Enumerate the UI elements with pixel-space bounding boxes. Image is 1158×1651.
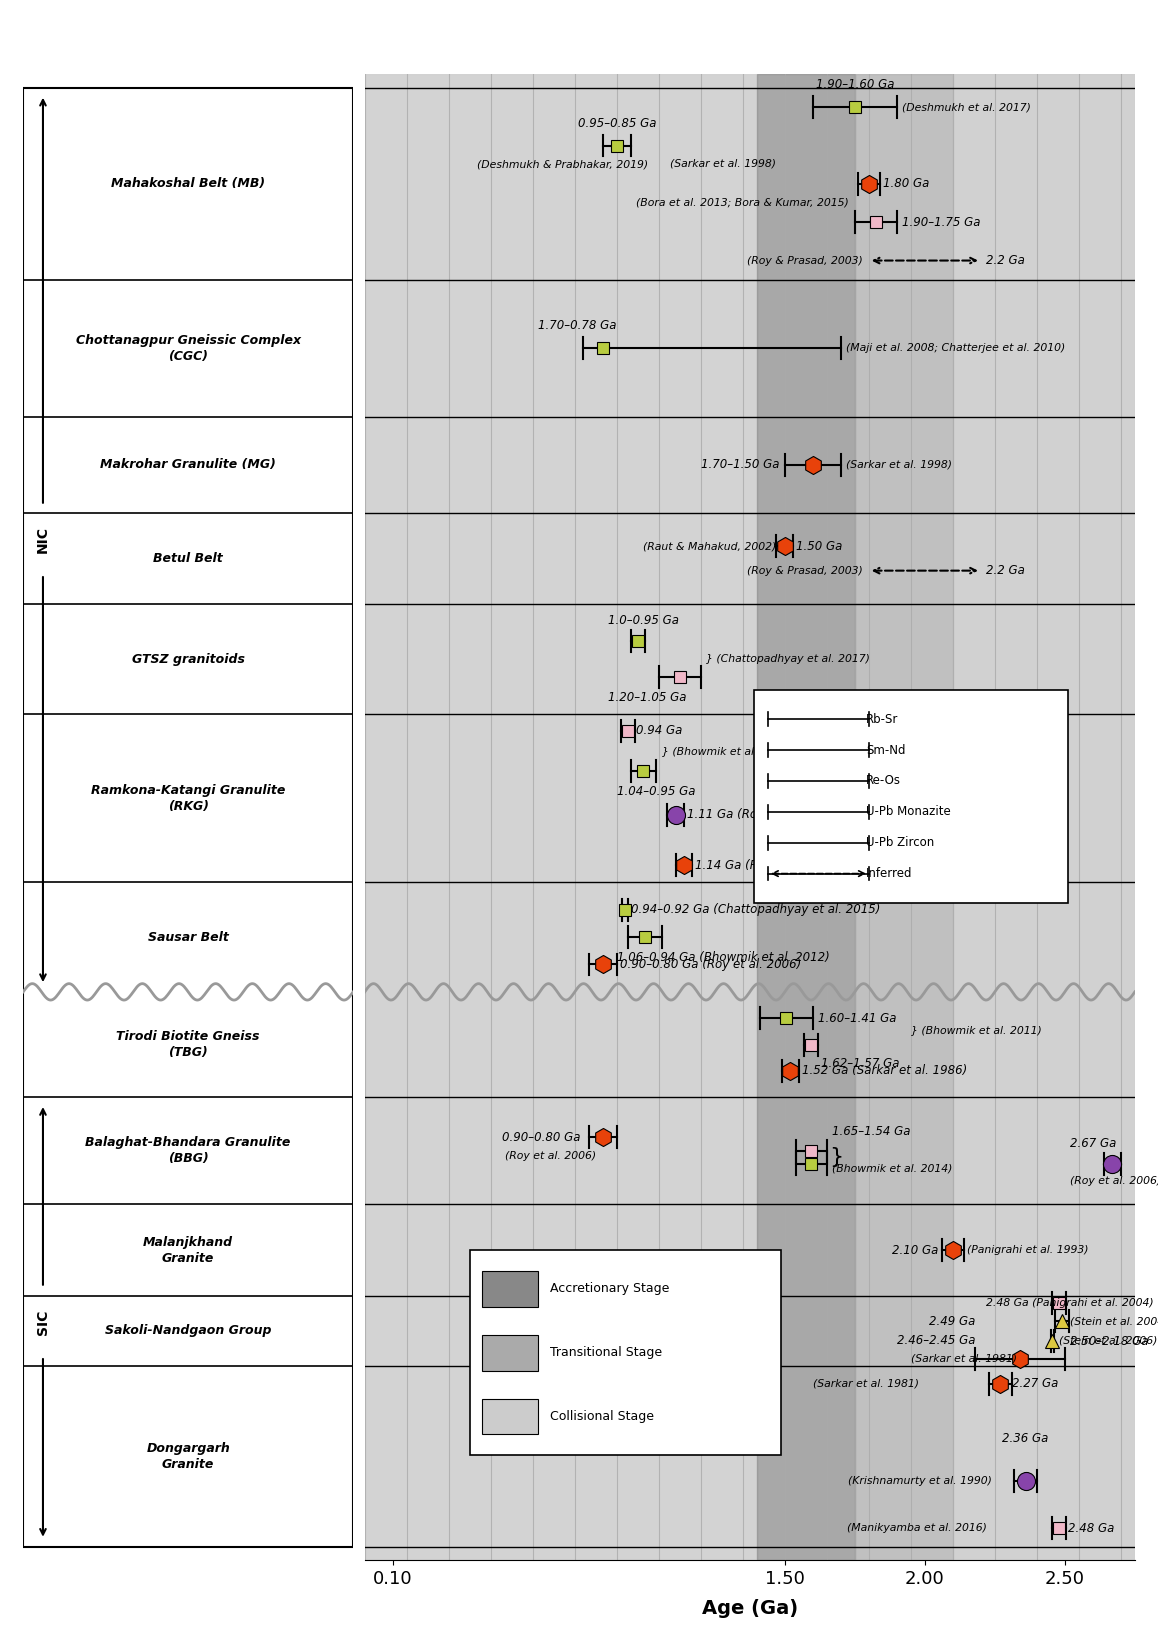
Text: 1.60–1.41 Ga: 1.60–1.41 Ga [819,1012,897,1025]
Text: U-Pb Zircon: U-Pb Zircon [866,835,935,849]
Text: (Sarkar et al. 1998): (Sarkar et al. 1998) [670,158,776,168]
Bar [483,1398,538,1435]
Text: (Roy & Prasad, 2003): (Roy & Prasad, 2003) [747,256,863,266]
Text: (Stein et al. 2006): (Stein et al. 2006) [1060,1336,1158,1346]
Text: Malanjkhand
Granite: Malanjkhand Granite [144,1235,233,1265]
Text: Dongargarh
Granite: Dongargarh Granite [146,1441,230,1471]
Text: 1.70–1.50 Ga: 1.70–1.50 Ga [701,457,779,471]
Text: GTSZ granitoids: GTSZ granitoids [132,652,244,665]
Text: 1.20–1.05 Ga: 1.20–1.05 Ga [608,692,687,703]
Text: Chottanagpur Gneissic Complex
(CGC): Chottanagpur Gneissic Complex (CGC) [75,334,301,363]
Text: Mahakoshal Belt (MB): Mahakoshal Belt (MB) [111,177,265,190]
Text: Balaghat-Bhandara Granulite
(BBG): Balaghat-Bhandara Granulite (BBG) [86,1136,291,1166]
Bar [855,74,953,1560]
Text: 1.11 Ga (Roy et al. 2006): 1.11 Ga (Roy et al. 2006) [687,809,836,822]
Text: Sm-Nd: Sm-Nd [866,743,906,756]
Text: 2.36 Ga: 2.36 Ga [1003,1431,1049,1445]
Text: } (Bhowmik et al. 2011): } (Bhowmik et al. 2011) [911,1025,1041,1035]
Text: (Manikyamba et al. 2016): (Manikyamba et al. 2016) [846,1524,987,1534]
Text: 1.04–0.95 Ga: 1.04–0.95 Ga [617,784,695,797]
Text: 0.95–0.85 Ga: 0.95–0.85 Ga [578,117,657,130]
Text: }: } [829,1147,844,1167]
Text: (Roy & Prasad, 2003): (Roy & Prasad, 2003) [747,566,863,576]
Text: U-Pb Monazite: U-Pb Monazite [866,806,951,819]
Text: (Roy et al. 2006): (Roy et al. 2006) [1070,1177,1158,1187]
Text: Ramkona-Katangi Granulite
(RKG): Ramkona-Katangi Granulite (RKG) [91,784,285,812]
Text: (Panigrahi et al. 1993): (Panigrahi et al. 1993) [967,1245,1089,1255]
Text: 2.50–2.18 Ga: 2.50–2.18 Ga [1070,1334,1149,1347]
Text: (Sarkar et al. 1998): (Sarkar et al. 1998) [846,459,952,469]
Text: 0.90–0.80 Ga: 0.90–0.80 Ga [501,1131,580,1144]
Text: (Roy et al. 2006): (Roy et al. 2006) [505,1151,596,1161]
Text: 1.50 Ga: 1.50 Ga [796,540,842,553]
Text: (Deshmukh & Prabhakar, 2019): (Deshmukh & Prabhakar, 2019) [477,158,648,168]
Text: Collisional Stage: Collisional Stage [550,1410,653,1423]
Text: 2.27 Ga: 2.27 Ga [1012,1377,1058,1390]
Text: Tirodi Biotite Gneiss
(TBG): Tirodi Biotite Gneiss (TBG) [117,1030,259,1058]
Text: 2.67 Ga: 2.67 Ga [1070,1138,1116,1151]
Bar [757,74,855,1560]
Bar [483,1271,538,1306]
Text: Inferred: Inferred [866,867,913,880]
Text: (Bhowmik et al. 2014): (Bhowmik et al. 2014) [833,1162,953,1174]
Text: (Bora et al. 2013; Bora & Kumar, 2015): (Bora et al. 2013; Bora & Kumar, 2015) [637,196,849,206]
FancyBboxPatch shape [470,1250,780,1456]
Text: 0.94–0.92 Ga (Chattopadhyay et al. 2015): 0.94–0.92 Ga (Chattopadhyay et al. 2015) [631,903,880,916]
Text: 2.10 Ga: 2.10 Ga [893,1243,939,1256]
Text: 1.65–1.54 Ga: 1.65–1.54 Ga [833,1126,911,1139]
Text: 2.48 Ga (Panigrahi et al. 2004): 2.48 Ga (Panigrahi et al. 2004) [987,1298,1155,1308]
Text: SIC: SIC [36,1309,50,1334]
Text: } (Bhowmik et al. 2012): } (Bhowmik et al. 2012) [661,746,792,756]
Text: 1.90–1.60 Ga: 1.90–1.60 Ga [815,78,894,91]
Text: } (Chattopadhyay et al. 2017): } (Chattopadhyay et al. 2017) [706,654,871,664]
Text: 0.90–0.80 Ga (Roy et al. 2006): 0.90–0.80 Ga (Roy et al. 2006) [620,958,801,971]
Text: 2.2 Ga: 2.2 Ga [987,254,1025,267]
FancyBboxPatch shape [754,690,1068,903]
Bar [953,74,1135,1560]
Text: (Krishnamurty et al. 1990): (Krishnamurty et al. 1990) [848,1476,992,1486]
Text: 0.94 Ga: 0.94 Ga [637,725,683,738]
Bar [483,1336,538,1370]
Text: Betul Belt: Betul Belt [153,551,223,565]
Text: 1.90–1.75 Ga: 1.90–1.75 Ga [902,216,981,229]
Text: 1.0–0.95 Ga: 1.0–0.95 Ga [608,614,680,627]
Text: NIC: NIC [36,527,50,553]
Text: 1.14 Ga (Pandey et al. 1998): 1.14 Ga (Pandey et al. 1998) [695,859,865,872]
X-axis label: Age (Ga): Age (Ga) [702,1600,798,1618]
Text: (Maji et al. 2008; Chatterjee et al. 2010): (Maji et al. 2008; Chatterjee et al. 201… [846,343,1065,353]
Text: (Raut & Mahakud, 2002): (Raut & Mahakud, 2002) [643,542,776,551]
FancyBboxPatch shape [23,88,353,1547]
Text: 1.52 Ga (Sarkar et al. 1986): 1.52 Ga (Sarkar et al. 1986) [801,1065,967,1078]
Text: 2.2 Ga: 2.2 Ga [987,565,1025,578]
Text: 1.70–0.78 Ga: 1.70–0.78 Ga [538,319,617,332]
Bar [365,74,757,1560]
Text: 2.46–2.45 Ga: 2.46–2.45 Ga [896,1334,975,1347]
Text: Accretionary Stage: Accretionary Stage [550,1283,669,1296]
Text: Rb-Sr: Rb-Sr [866,713,899,726]
Text: 1.80 Ga: 1.80 Ga [882,177,929,190]
Text: Re-Os: Re-Os [866,774,901,788]
Text: Transitional Stage: Transitional Stage [550,1346,661,1359]
Text: 1.06–0.94 Ga (Bhowmik et al. 2012): 1.06–0.94 Ga (Bhowmik et al. 2012) [617,951,829,964]
Text: 1.62–1.57 Ga: 1.62–1.57 Ga [821,1057,900,1070]
Text: (Sarkar et al. 1981): (Sarkar et al. 1981) [911,1354,1017,1364]
Text: 2.48 Ga: 2.48 Ga [1068,1522,1114,1535]
Text: 2.49 Ga: 2.49 Ga [929,1314,975,1327]
Text: (Deshmukh et al. 2017): (Deshmukh et al. 2017) [902,102,1032,112]
Text: (Stein et al. 2004): (Stein et al. 2004) [1070,1316,1158,1326]
Text: Sausar Belt: Sausar Belt [148,931,228,944]
Text: (Sarkar et al. 1981): (Sarkar et al. 1981) [813,1379,919,1388]
Text: Sakoli-Nandgaon Group: Sakoli-Nandgaon Group [105,1324,271,1337]
Text: Makrohar Granulite (MG): Makrohar Granulite (MG) [101,457,276,471]
